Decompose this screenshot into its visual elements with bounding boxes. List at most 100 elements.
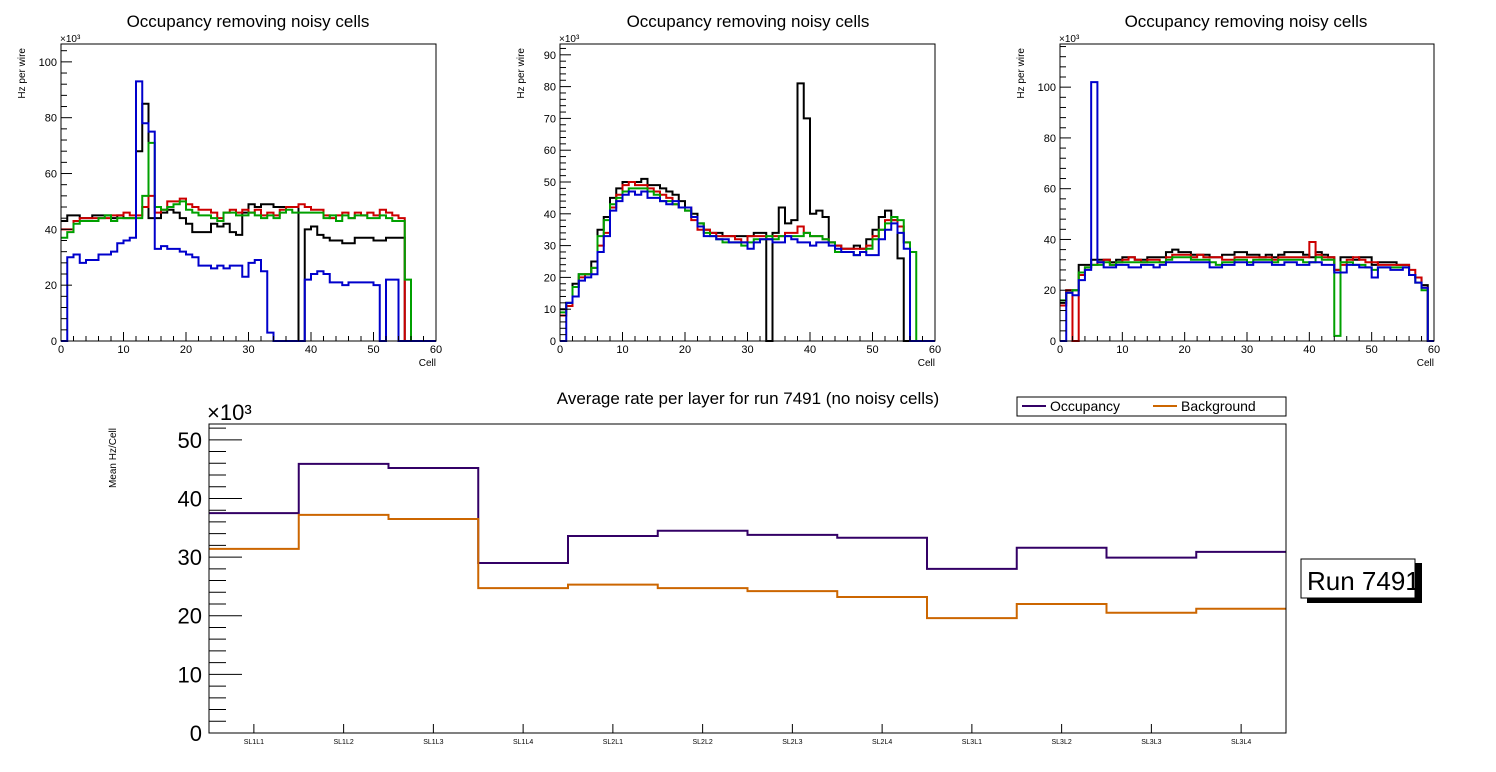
y-axis-label: Hz per wire (1016, 48, 1027, 99)
y-tick-label: 60 (544, 145, 556, 157)
y-exponent-label: ×10³ (60, 34, 81, 45)
y-tick-label: 30 (178, 545, 202, 570)
series-line-black (560, 82, 935, 342)
panel-title: Occupancy removing noisy cells (127, 12, 370, 31)
y-tick-label: 100 (1038, 82, 1056, 94)
x-tick-label: 50 (367, 344, 379, 356)
x-tick-label: 20 (679, 344, 691, 356)
x-tick-label: SL1L2 (334, 739, 354, 746)
run-annotation: Run 7491 (1300, 558, 1422, 603)
panel-title: Occupancy removing noisy cells (1125, 12, 1368, 31)
y-tick-label: 80 (1044, 133, 1056, 145)
x-tick-label: SL2L1 (603, 739, 623, 746)
y-tick-label: 20 (178, 604, 202, 629)
x-tick-label: 30 (242, 344, 254, 356)
x-tick-label: 60 (1428, 344, 1440, 356)
layer-rate-panel: Average rate per layer for run 7491 (no … (108, 389, 1422, 746)
x-tick-label: SL1L4 (513, 739, 533, 746)
series-line-blue (61, 80, 436, 342)
x-tick-label: SL2L4 (872, 739, 892, 746)
x-tick-label: SL3L4 (1231, 739, 1251, 746)
y-axis-label: Mean Hz/Cell (108, 428, 119, 488)
x-tick-label: 40 (804, 344, 816, 356)
y-tick-label: 90 (544, 50, 556, 62)
y-tick-label: 70 (544, 113, 556, 125)
x-tick-label: 0 (1057, 344, 1063, 356)
legend-label-occupancy: Occupancy (1050, 398, 1120, 414)
y-tick-label: 0 (51, 336, 57, 348)
y-tick-label: 50 (544, 177, 556, 189)
y-tick-label: 40 (178, 486, 202, 511)
y-tick-label: 0 (550, 336, 556, 348)
y-tick-label: 60 (1044, 184, 1056, 196)
histogram-panel-2: Occupancy removing noisy cells 0 10 20 30 40 5… (516, 12, 941, 369)
series-line-green (61, 141, 436, 342)
legend: Occupancy Background (1016, 396, 1287, 417)
panel-title: Average rate per layer for run 7491 (no … (557, 389, 939, 408)
y-tick-label: 10 (544, 304, 556, 316)
x-tick-label: 0 (58, 344, 64, 356)
series-line-black (1060, 248, 1434, 342)
series-line-background (209, 513, 1286, 620)
x-tick-label: 50 (1366, 344, 1378, 356)
series-line-blue (560, 190, 935, 342)
plot-frame (208, 423, 1287, 734)
y-tick-label: 80 (45, 113, 57, 125)
x-tick-label: 10 (117, 344, 129, 356)
y-tick-label: 0 (1050, 336, 1056, 348)
x-tick-label: 40 (1303, 344, 1315, 356)
x-tick-label: 30 (1241, 344, 1253, 356)
x-tick-label: SL3L3 (1141, 739, 1161, 746)
x-tick-label: SL3L2 (1052, 739, 1072, 746)
y-tick-label: 80 (544, 82, 556, 94)
series-line-red (1060, 241, 1434, 342)
series-line-green (560, 187, 935, 342)
y-tick-label: 100 (39, 57, 57, 69)
x-axis-label: Cell (419, 358, 436, 369)
legend-label-background: Background (1181, 398, 1256, 414)
y-axis-label: Hz per wire (17, 48, 28, 99)
y-tick-label: 20 (544, 272, 556, 284)
x-tick-label: 30 (741, 344, 753, 356)
y-exponent-label: ×10³ (207, 400, 252, 425)
y-tick-label: 40 (45, 224, 57, 236)
plot-frame (1059, 43, 1435, 342)
series-line-occupancy (209, 462, 1286, 570)
x-tick-label: 60 (929, 344, 941, 356)
y-tick-label: 0 (190, 721, 202, 746)
annotation-text: Run 7491 (1307, 566, 1420, 596)
y-tick-label: 20 (1044, 285, 1056, 297)
y-tick-label: 60 (45, 169, 57, 181)
x-tick-label: 10 (1116, 344, 1128, 356)
panel-title: Occupancy removing noisy cells (627, 12, 870, 31)
x-tick-label: SL1L1 (244, 739, 264, 746)
y-tick-label: 50 (178, 428, 202, 453)
x-axis-label: Cell (918, 358, 935, 369)
y-exponent-label: ×10³ (1059, 34, 1080, 45)
x-tick-label: 50 (866, 344, 878, 356)
y-tick-label: 10 (178, 662, 202, 687)
x-tick-label: SL3L1 (962, 739, 982, 746)
x-tick-label: 40 (305, 344, 317, 356)
y-tick-label: 40 (544, 209, 556, 221)
x-tick-label: 20 (180, 344, 192, 356)
x-tick-label: SL1L3 (423, 739, 443, 746)
histogram-panel-1: Occupancy removing noisy cells 0 10 20 30 40 5… (17, 12, 442, 369)
y-tick-label: 40 (1044, 234, 1056, 246)
x-tick-label: 10 (616, 344, 628, 356)
x-tick-label: 20 (1179, 344, 1191, 356)
x-tick-label: 0 (557, 344, 563, 356)
annotation-box (1300, 558, 1416, 599)
x-tick-label: SL2L2 (693, 739, 713, 746)
y-exponent-label: ×10³ (559, 34, 580, 45)
x-tick-label: 60 (430, 344, 442, 356)
series-line-blue (1060, 81, 1434, 342)
legend-box (1016, 396, 1287, 417)
x-tick-label: SL2L3 (782, 739, 802, 746)
x-axis-label: Cell (1417, 358, 1434, 369)
histogram-panel-3: Occupancy removing noisy cells 0 10 20 30 40 5… (1016, 12, 1440, 369)
y-axis-label: Hz per wire (516, 48, 527, 99)
y-tick-label: 30 (544, 241, 556, 253)
y-tick-label: 20 (45, 280, 57, 292)
